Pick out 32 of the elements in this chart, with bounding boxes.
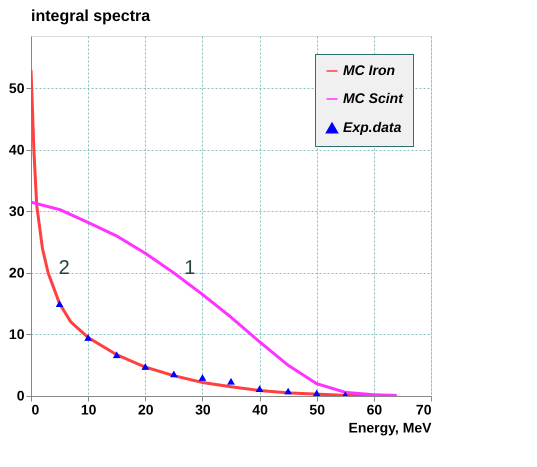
- x-axis-title: Energy, MeV: [348, 420, 432, 436]
- x-tick-label: 60: [366, 402, 382, 418]
- point: [198, 374, 206, 381]
- x-tick-label: 0: [32, 402, 40, 418]
- point: [112, 351, 121, 358]
- y-tick-label: 10: [8, 326, 25, 342]
- x-tick-label: 40: [252, 402, 268, 418]
- point: [227, 378, 235, 385]
- annotation: 1: [184, 256, 196, 279]
- x-tick-label: 20: [138, 402, 154, 418]
- x-tick-label: 10: [80, 402, 97, 418]
- point: [56, 300, 64, 308]
- legend-label: Exp.data: [343, 119, 402, 135]
- x-tick-label: 70: [416, 402, 432, 418]
- chart-title: integral spectra: [31, 8, 150, 25]
- annotation: 2: [58, 256, 70, 279]
- x-tick-label: 50: [309, 402, 326, 418]
- line-series: [31, 200, 398, 396]
- y-tick-label: 30: [8, 202, 25, 219]
- point: [141, 363, 150, 370]
- x-tick-label: 30: [195, 402, 211, 418]
- legend-label: MC Scint: [343, 90, 404, 106]
- y-tick-label: 50: [8, 80, 25, 96]
- point: [312, 390, 321, 396]
- y-tick-label: 40: [8, 141, 25, 158]
- y-tick-label: 0: [16, 388, 25, 404]
- point: [170, 370, 178, 378]
- point: [256, 385, 264, 392]
- point: [284, 388, 292, 394]
- legend-label: MC Iron: [343, 62, 396, 78]
- point: [84, 334, 92, 341]
- y-tick-label: 20: [8, 264, 25, 280]
